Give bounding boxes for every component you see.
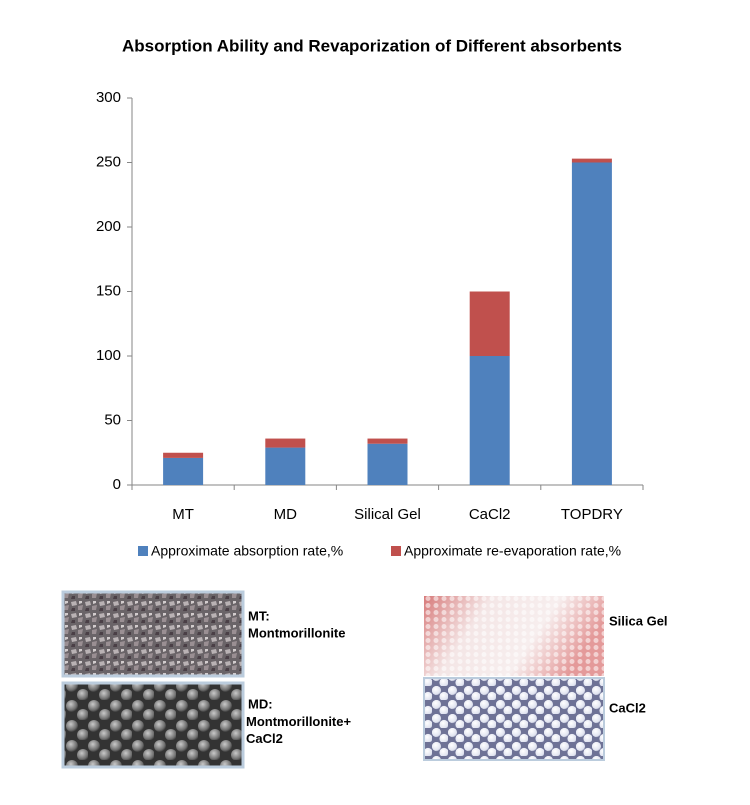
y-tick-label: 200 <box>96 218 121 235</box>
bar-segment <box>367 438 408 444</box>
y-tick-label: 0 <box>113 476 121 493</box>
chart-title: Absorption Ability and Revaporization of… <box>122 36 622 55</box>
x-tick-label: MD <box>274 506 297 523</box>
sample-label: MD: <box>248 696 273 711</box>
bar-segment <box>469 291 510 356</box>
sample-label: MT: <box>248 608 270 623</box>
sample-photos <box>61 590 605 769</box>
photo-silica-gel-texture <box>424 596 604 676</box>
sample-description-box: Montmorillonite+ CaCl2 <box>246 714 352 746</box>
legend-label: Approximate absorption rate,% <box>151 543 343 559</box>
x-tick-label: TOPDRY <box>561 506 623 523</box>
bar-segment <box>469 356 510 485</box>
bar-segment <box>571 158 612 163</box>
bar-segment <box>571 162 612 485</box>
bar-segment <box>265 438 306 448</box>
sample-description: Montmorillonite <box>248 625 346 640</box>
x-tick-label: MT <box>172 506 194 523</box>
y-tick-label: 300 <box>96 89 121 106</box>
photo-cacl2 <box>423 677 605 761</box>
bar-segment <box>163 452 204 458</box>
legend-label: Approximate re-evaporation rate,% <box>404 543 621 559</box>
y-tick-label: 250 <box>96 153 121 170</box>
x-tick-label: Silical Gel <box>354 506 421 523</box>
bar-segment <box>367 443 408 485</box>
sample-description: Montmorillonite+ CaCl2 <box>246 714 352 746</box>
sample-label: CaCl2 <box>609 700 646 715</box>
legend-swatch <box>138 546 148 556</box>
legend-swatch <box>391 546 401 556</box>
sample-label: Silica Gel <box>609 613 668 628</box>
x-tick-label: CaCl2 <box>469 506 511 523</box>
y-tick-label: 150 <box>96 282 121 299</box>
bar-segment <box>163 457 204 485</box>
photo-mt <box>61 590 245 678</box>
photo-md <box>61 681 245 769</box>
y-tick-label: 100 <box>96 347 121 364</box>
y-tick-label: 50 <box>104 411 121 428</box>
bar-segment <box>265 447 306 485</box>
